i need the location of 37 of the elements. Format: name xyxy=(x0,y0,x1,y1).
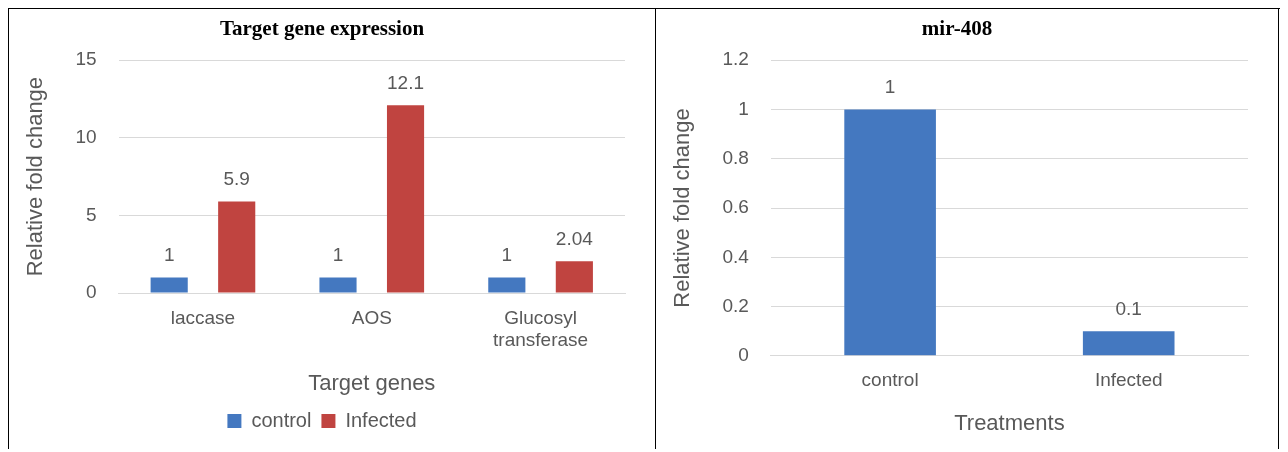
chart-title: Target gene expression xyxy=(219,16,425,41)
y-axis-title: Relative fold change xyxy=(22,76,48,277)
y-tick-label: 5 xyxy=(85,203,97,225)
data-label: 2.04 xyxy=(555,228,594,250)
y-tick-label: 0.8 xyxy=(722,146,749,168)
x-axis-title: Treatments xyxy=(954,409,1065,435)
bar xyxy=(386,105,425,293)
y-tick-label: 1 xyxy=(738,97,749,119)
data-label: 0.1 xyxy=(1115,297,1142,319)
y-axis-title: Relative fold change xyxy=(669,108,695,308)
legend-label: control xyxy=(251,408,312,431)
x-tick-label: laccase xyxy=(170,306,236,328)
data-label: 1 xyxy=(884,76,896,98)
bar xyxy=(319,277,357,293)
data-label: 1 xyxy=(163,244,175,266)
y-tick-label: 0.4 xyxy=(722,245,750,267)
category-label: Glucosyl xyxy=(504,306,578,328)
y-tick-label: 10 xyxy=(75,126,97,148)
bar xyxy=(150,277,188,293)
bar xyxy=(488,277,526,293)
x-tick-label: AOS xyxy=(351,306,392,328)
bar xyxy=(555,261,593,293)
data-label: 1 xyxy=(332,244,344,266)
y-tick-label: 15 xyxy=(75,48,97,70)
data-label: 12.1 xyxy=(387,71,425,93)
data-label: 5.9 xyxy=(223,168,250,190)
y-tick-label: 1.2 xyxy=(722,48,749,70)
legend-label: Infected xyxy=(345,408,417,431)
y-tick-label: 0 xyxy=(85,281,97,303)
bar xyxy=(218,201,256,293)
category-label: transferase xyxy=(493,329,589,351)
y-tick-label: 0.6 xyxy=(722,196,749,218)
y-tick-label: 0.2 xyxy=(722,294,749,316)
y-tick-label: 0 xyxy=(738,344,749,366)
x-axis-title: Target genes xyxy=(308,369,436,395)
data-label: 1 xyxy=(501,244,513,266)
chart-title: mir-408 xyxy=(921,16,993,41)
